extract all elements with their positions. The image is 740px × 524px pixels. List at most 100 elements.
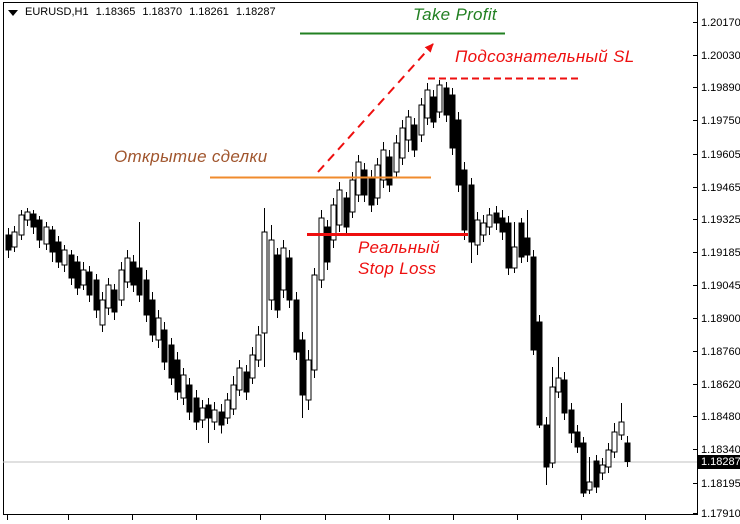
candle-body [468, 184, 475, 243]
candle-body [236, 367, 243, 391]
candle-body [161, 329, 168, 363]
candle-body [343, 197, 350, 228]
real-stop-loss-line2: Stop Loss [358, 259, 437, 278]
candle-body [399, 127, 406, 159]
price-axis-label: 1.19605 [701, 149, 740, 161]
chevron-down-icon[interactable] [8, 9, 18, 16]
candle-body [361, 169, 368, 196]
candle-body [511, 246, 518, 269]
candle-body [105, 284, 112, 309]
real-stop-loss-label[interactable]: Реальный Stop Loss [358, 237, 440, 279]
price-axis-label: 1.18480 [701, 411, 740, 423]
candle-body [605, 449, 612, 468]
price-axis-label: 1.19890 [701, 82, 740, 94]
candle-body [436, 84, 443, 113]
candle-body [486, 214, 493, 228]
candle-body [455, 119, 462, 186]
candle-body [393, 142, 400, 173]
candle-body [143, 279, 150, 316]
candle-body [149, 299, 156, 336]
price-axis-label: 1.19185 [701, 247, 740, 259]
candle-body [524, 237, 531, 256]
trade-open-label[interactable]: Открытие сделки [114, 147, 268, 166]
candle-body [274, 254, 281, 311]
price-axis-label: 1.19465 [701, 182, 740, 194]
candle-body [49, 229, 56, 253]
real-stop-loss-line1: Реальный [358, 238, 440, 257]
candle-body [593, 460, 600, 488]
price-axis-label: 1.18620 [701, 379, 740, 391]
price-axis-label: 1.20030 [701, 50, 740, 62]
candle-body [580, 442, 587, 494]
candle-body [205, 404, 212, 419]
price-axis-label: 1.18900 [701, 313, 740, 325]
plot-border [3, 2, 698, 515]
take-profit-label[interactable]: Take Profit [413, 5, 497, 24]
candle-body [324, 226, 331, 263]
candle-body [61, 249, 68, 266]
symbol-period-label: EURUSD,H1 [25, 6, 89, 18]
annotations-layer [210, 32, 580, 236]
candle-body [405, 116, 412, 141]
candle-body [299, 339, 306, 396]
ohlc-close: 1.18287 [235, 6, 276, 18]
price-axis-label: 1.18760 [701, 346, 740, 358]
price-axis-label: 1.20170 [701, 17, 740, 29]
candle-body [111, 289, 118, 313]
candle-body [305, 359, 312, 401]
candle-body [599, 464, 606, 474]
price-axis-label: 1.18340 [701, 444, 740, 456]
candle-body [255, 334, 262, 361]
candle-body [474, 219, 481, 246]
candle-body [424, 89, 431, 119]
candle-body [449, 94, 456, 149]
candle-body [530, 256, 537, 351]
symbol-info-bar: EURUSD,H1 1.18365 1.18370 1.18261 1.1828… [8, 6, 276, 18]
candle-body [318, 217, 325, 281]
price-axis-label: 1.17910 [701, 508, 740, 520]
candle-body [493, 212, 500, 224]
price-axis[interactable]: 1.20170 1.20030 1.19890 1.19750 1.19605 1.194… [693, 17, 740, 520]
candle-body [349, 179, 356, 213]
candle-body [30, 213, 37, 228]
candle-body [543, 424, 550, 468]
candle-body [430, 96, 437, 123]
candle-body [368, 177, 375, 206]
price-axis-label: 1.19750 [701, 115, 740, 127]
candle-body [443, 87, 450, 116]
candle-body [18, 214, 25, 236]
candle-body [555, 377, 562, 393]
candle-body [568, 409, 575, 434]
trade-direction-arrow[interactable] [317, 43, 434, 173]
candle-body [330, 204, 337, 241]
price-axis-label: 1.19325 [701, 214, 740, 226]
candle-body [505, 222, 512, 269]
candle-body [249, 354, 256, 379]
candle-body [561, 379, 568, 414]
candle-body [480, 222, 487, 236]
candle-body [293, 299, 300, 353]
candle-body [211, 409, 218, 423]
candle-body [68, 254, 75, 279]
candle-body [411, 124, 418, 151]
candle-body [224, 399, 231, 419]
candle-body [280, 247, 287, 291]
candle-body [461, 169, 468, 231]
current-price-badge: 1.18287 [698, 455, 740, 469]
candle-body [286, 257, 293, 301]
candle-body [193, 397, 200, 423]
candle-body [355, 161, 362, 196]
subconscious-sl-label[interactable]: Подсознательный SL [455, 47, 635, 66]
price-axis-label: 1.18195 [701, 478, 740, 490]
candle-body [230, 384, 237, 410]
price-axis-label: 1.19045 [701, 280, 740, 292]
candle-body [218, 411, 225, 426]
candle-body [130, 261, 137, 286]
ohlc-open: 1.18365 [95, 6, 136, 18]
candle-body [499, 217, 506, 233]
time-axis[interactable] [7, 514, 646, 520]
candle-body [336, 189, 343, 226]
candle-body [118, 269, 125, 301]
candle-body [11, 231, 18, 248]
